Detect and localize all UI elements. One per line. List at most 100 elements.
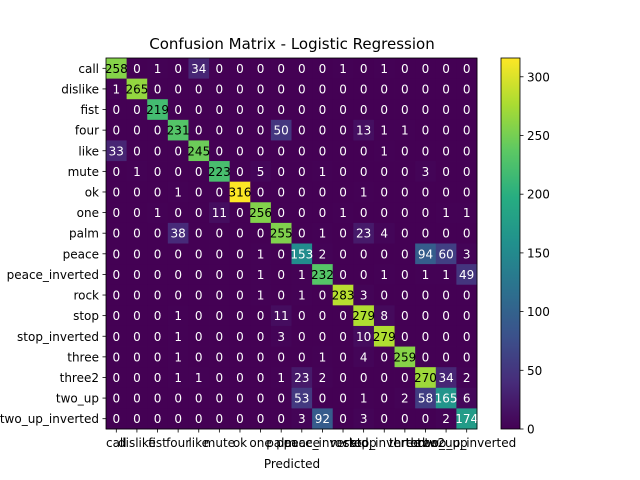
heatmap-cell bbox=[291, 367, 313, 389]
heatmap-cell-value: 0 bbox=[216, 185, 224, 199]
heatmap-cell-value: 33 bbox=[109, 144, 124, 158]
heatmap-cell bbox=[188, 58, 210, 80]
heatmap-cell bbox=[167, 387, 189, 409]
heatmap-cell-value: 0 bbox=[319, 144, 327, 158]
heatmap-cell-value: 0 bbox=[195, 206, 203, 220]
heatmap-cell bbox=[415, 161, 437, 183]
heatmap-cell bbox=[373, 305, 395, 327]
x-tick-label: stop_inverted bbox=[343, 436, 425, 450]
x-tick-label: rock bbox=[330, 436, 356, 450]
heatmap-cell-value: 0 bbox=[236, 82, 244, 96]
heatmap-cell-value: 0 bbox=[401, 227, 409, 241]
heatmap-cell bbox=[106, 325, 128, 347]
heatmap-cell bbox=[167, 58, 189, 80]
heatmap-cell bbox=[332, 325, 354, 347]
heatmap-cell-value: 1 bbox=[298, 268, 306, 282]
heatmap-cell-value: 0 bbox=[463, 82, 471, 96]
heatmap-cell-value: 0 bbox=[112, 227, 120, 241]
heatmap-cell bbox=[373, 78, 395, 100]
heatmap-cell bbox=[167, 222, 189, 244]
heatmap-cell-value: 0 bbox=[112, 103, 120, 117]
heatmap-cell bbox=[456, 284, 478, 306]
heatmap-cell-value: 0 bbox=[319, 62, 327, 76]
heatmap-cell-value: 0 bbox=[154, 350, 162, 364]
heatmap-cell bbox=[415, 284, 437, 306]
heatmap-cell bbox=[456, 161, 478, 183]
heatmap-cell-value: 1 bbox=[380, 62, 388, 76]
heatmap-cell bbox=[435, 243, 457, 265]
heatmap-cell bbox=[270, 58, 292, 80]
heatmap-cell-value: 0 bbox=[216, 350, 224, 364]
heatmap-cell bbox=[415, 119, 437, 141]
colorbar bbox=[500, 57, 521, 430]
heatmap-cell-value: 0 bbox=[277, 144, 285, 158]
heatmap-cell-value: 0 bbox=[216, 62, 224, 76]
heatmap-cell bbox=[167, 202, 189, 224]
heatmap-cell-value: 0 bbox=[195, 268, 203, 282]
heatmap-cell bbox=[353, 408, 375, 430]
heatmap-cell-value: 0 bbox=[319, 82, 327, 96]
heatmap-cell-value: 0 bbox=[298, 330, 306, 344]
heatmap-cell bbox=[167, 140, 189, 162]
heatmap-cell-value: 0 bbox=[380, 350, 388, 364]
heatmap-cell-value: 255 bbox=[270, 227, 293, 241]
x-tick-label: mute bbox=[204, 436, 235, 450]
heatmap-cell bbox=[250, 58, 272, 80]
heatmap-cell-value: 279 bbox=[352, 309, 375, 323]
heatmap-cell-value: 0 bbox=[422, 227, 430, 241]
heatmap-cell bbox=[126, 387, 148, 409]
heatmap-cell bbox=[147, 140, 169, 162]
heatmap-cell bbox=[250, 387, 272, 409]
heatmap-cell bbox=[312, 161, 334, 183]
heatmap-cell bbox=[435, 222, 457, 244]
heatmap-cell-value: 0 bbox=[360, 82, 368, 96]
heatmap-cell-value: 0 bbox=[236, 309, 244, 323]
heatmap-cell-value: 0 bbox=[112, 124, 120, 138]
heatmap-cell bbox=[291, 243, 313, 265]
heatmap-cell-value: 0 bbox=[298, 144, 306, 158]
heatmap-cell bbox=[147, 99, 169, 121]
heatmap-cell bbox=[353, 367, 375, 389]
heatmap-cell bbox=[126, 222, 148, 244]
heatmap-cell bbox=[353, 99, 375, 121]
heatmap-cell bbox=[147, 325, 169, 347]
heatmap-cell bbox=[250, 202, 272, 224]
heatmap-cell-value: 0 bbox=[257, 124, 265, 138]
heatmap-cell-value: 0 bbox=[298, 309, 306, 323]
heatmap-cell-value: 0 bbox=[401, 330, 409, 344]
heatmap-cell bbox=[291, 140, 313, 162]
heatmap-cell-value: 0 bbox=[236, 330, 244, 344]
heatmap-cell bbox=[167, 325, 189, 347]
heatmap-cell-value: 0 bbox=[422, 124, 430, 138]
heatmap-cell bbox=[353, 243, 375, 265]
heatmap-cell-value: 0 bbox=[319, 206, 327, 220]
heatmap-cell bbox=[126, 99, 148, 121]
heatmap-cell bbox=[291, 78, 313, 100]
heatmap-cell-value: 0 bbox=[277, 82, 285, 96]
heatmap-cell bbox=[270, 202, 292, 224]
heatmap-cell-value: 38 bbox=[170, 227, 185, 241]
heatmap-cell bbox=[394, 140, 416, 162]
heatmap-cell-value: 13 bbox=[356, 124, 371, 138]
heatmap-cell bbox=[415, 222, 437, 244]
heatmap-cell bbox=[394, 99, 416, 121]
heatmap-cell bbox=[312, 222, 334, 244]
heatmap-cell bbox=[435, 202, 457, 224]
heatmap-cell-value: 0 bbox=[195, 350, 203, 364]
heatmap-cell bbox=[250, 346, 272, 368]
heatmap-cell-value: 0 bbox=[422, 103, 430, 117]
heatmap-cell-value: 0 bbox=[422, 309, 430, 323]
heatmap-cell-value: 0 bbox=[360, 144, 368, 158]
heatmap-cell-value: 0 bbox=[463, 62, 471, 76]
heatmap-cell bbox=[312, 346, 334, 368]
x-tick-label: fist bbox=[148, 436, 167, 450]
heatmap-cell bbox=[312, 99, 334, 121]
heatmap-cell bbox=[167, 99, 189, 121]
heatmap-cell-value: 0 bbox=[277, 206, 285, 220]
heatmap-cell-value: 0 bbox=[257, 227, 265, 241]
x-tick-label: peace_inverted bbox=[276, 436, 368, 450]
heatmap-cell-value: 0 bbox=[236, 103, 244, 117]
heatmap-cell-value: 231 bbox=[167, 124, 190, 138]
heatmap-cell-value: 0 bbox=[319, 289, 327, 303]
heatmap-cell-value: 3 bbox=[422, 165, 430, 179]
